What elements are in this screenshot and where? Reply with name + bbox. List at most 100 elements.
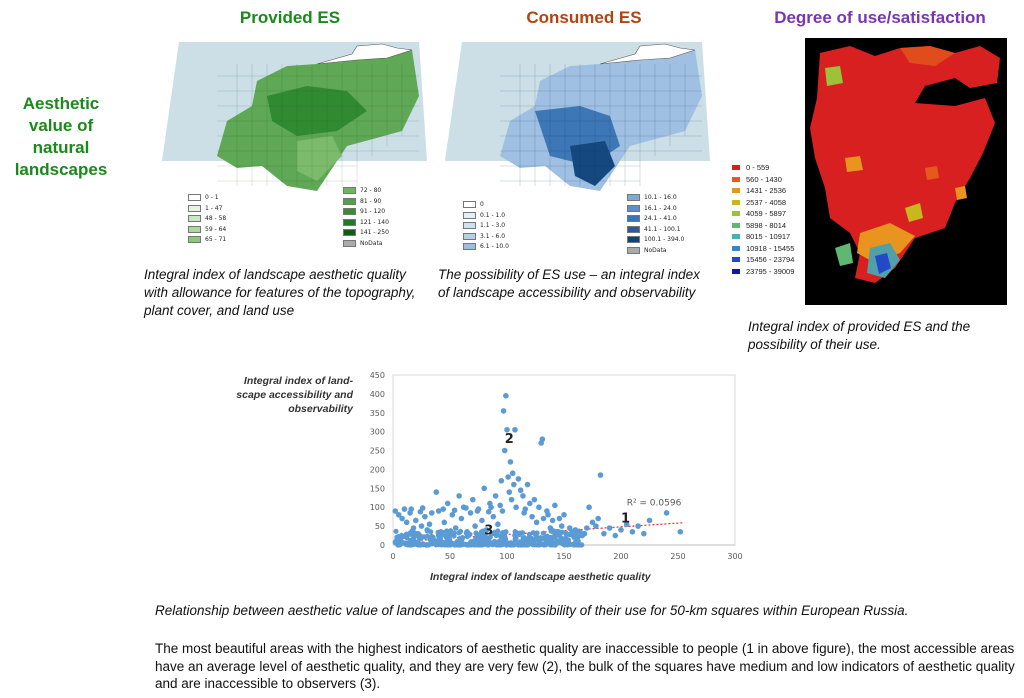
legend-swatch bbox=[732, 211, 740, 217]
scatter-point bbox=[392, 508, 399, 514]
summary-text: The most beautiful areas with the highes… bbox=[155, 641, 1015, 691]
scatter-point bbox=[410, 525, 417, 531]
scatter-points bbox=[392, 392, 684, 548]
scatter-point bbox=[436, 539, 442, 545]
degree-of-use-caption: Integral index of provided ES and the po… bbox=[748, 319, 971, 352]
legend-label: 91 - 120 bbox=[360, 208, 386, 216]
scatter-point bbox=[578, 542, 584, 548]
scatter-point bbox=[503, 392, 509, 399]
degree-of-use-legend: 0 - 559 560 - 1430 1431 - 2536 2537 - 40… bbox=[732, 162, 802, 277]
y-tick-label: 250 bbox=[370, 447, 385, 456]
scatter-point bbox=[458, 542, 464, 548]
scatter-point bbox=[467, 541, 473, 547]
scatter-point bbox=[435, 508, 442, 514]
legend-label: 24.1 - 41.0 bbox=[644, 215, 677, 223]
legend-label: 6.1 - 10.0 bbox=[480, 243, 509, 251]
scatter-point bbox=[547, 525, 554, 531]
scatter-point bbox=[447, 537, 453, 543]
scatter-point bbox=[393, 538, 399, 544]
scatter-point bbox=[498, 477, 505, 484]
scatter-point bbox=[397, 541, 403, 548]
scatter-point bbox=[586, 504, 592, 511]
scatter-point bbox=[511, 481, 517, 488]
scatter-point bbox=[438, 528, 444, 535]
scatter-point bbox=[515, 476, 522, 482]
scatter-point bbox=[403, 531, 410, 537]
scatter-point bbox=[507, 459, 514, 465]
provided-es-legend-right: 72 - 80 81 - 90 91 - 120 121 - 140 141 -… bbox=[343, 186, 423, 250]
r-squared-label: R² = 0.0596 bbox=[627, 498, 682, 508]
scatter-point bbox=[549, 517, 556, 524]
scatter-point bbox=[520, 535, 526, 541]
legend-label: 141 - 250 bbox=[360, 229, 389, 237]
scatter-point bbox=[635, 523, 641, 529]
y-tick-label: 400 bbox=[370, 390, 385, 399]
y-tick-label: 150 bbox=[370, 484, 385, 493]
scatter-point bbox=[462, 541, 468, 547]
legend-label: 100.1 - 394.0 bbox=[644, 236, 685, 244]
scatter-point bbox=[495, 521, 501, 528]
scatter-point bbox=[479, 517, 485, 524]
scatter-point bbox=[646, 517, 653, 524]
legend-swatch bbox=[188, 194, 201, 201]
scatter-point bbox=[505, 474, 511, 480]
scatter-point bbox=[464, 528, 470, 535]
x-tick-label: 150 bbox=[556, 552, 571, 561]
scatter-point bbox=[474, 508, 481, 514]
scatter-point bbox=[424, 542, 430, 548]
scatter-point bbox=[541, 542, 547, 548]
legend-label: 121 - 140 bbox=[360, 218, 389, 226]
y-tick-label: 300 bbox=[370, 428, 385, 437]
legend-swatch bbox=[463, 201, 476, 208]
consumed-es-legend-left: 0 0.1 - 1.0 1.1 - 3.0 3.1 - 6.0 6.1 - 10… bbox=[463, 200, 533, 253]
scatter-point bbox=[405, 542, 411, 548]
legend-label: 10918 - 15455 bbox=[746, 243, 795, 253]
scatter-point bbox=[512, 426, 518, 433]
scatter-point bbox=[520, 493, 526, 499]
legend-label: 41.1 - 100.1 bbox=[644, 225, 681, 233]
scatter-point bbox=[509, 470, 516, 477]
y-axis-label: Integral index of land-scape accessibili… bbox=[236, 375, 353, 415]
scatter-point bbox=[492, 493, 499, 499]
scatter-point bbox=[459, 536, 465, 542]
legend-label: 1 - 47 bbox=[205, 204, 223, 212]
scatter-point bbox=[471, 538, 477, 544]
scatter-point bbox=[531, 539, 537, 545]
scatter-point bbox=[509, 542, 515, 548]
scatter-point bbox=[409, 537, 415, 543]
legend-swatch bbox=[463, 222, 476, 230]
scatter-point bbox=[410, 541, 416, 547]
legend-label: 0 bbox=[480, 201, 484, 208]
degree-of-use-title: Degree of use/satisfaction bbox=[774, 8, 986, 27]
scatter-point bbox=[447, 532, 453, 539]
y-tick-label: 450 bbox=[370, 371, 385, 380]
legend-swatch bbox=[732, 176, 740, 182]
scatter-point bbox=[470, 496, 476, 503]
provided-es-legend-left: 0 - 1 1 - 47 48 - 58 59 - 64 65 - 71 bbox=[188, 193, 258, 246]
scatter-point bbox=[513, 504, 519, 511]
scatter-point bbox=[545, 511, 551, 518]
scatter-point bbox=[418, 534, 425, 540]
x-tick-label: 200 bbox=[613, 552, 628, 561]
y-tick-label: 200 bbox=[370, 465, 385, 474]
scatter-point bbox=[574, 534, 581, 541]
y-tick-labels: 0 50 100 150 200 250 300 350 400 450 bbox=[370, 371, 385, 550]
scatter-point bbox=[440, 506, 446, 512]
legend-swatch bbox=[627, 194, 640, 201]
scatter-point bbox=[533, 519, 540, 526]
scatter-point bbox=[424, 527, 430, 533]
scatter-point bbox=[536, 504, 542, 511]
scatter-point bbox=[500, 530, 506, 536]
scatter-point bbox=[584, 525, 590, 531]
scatter-point bbox=[413, 517, 419, 524]
scatter-point bbox=[529, 513, 535, 520]
legend-swatch bbox=[732, 165, 740, 171]
scatter-point bbox=[629, 528, 636, 535]
scatter-point bbox=[524, 481, 531, 488]
scatter-point bbox=[489, 542, 496, 548]
scatter-point bbox=[516, 542, 522, 548]
scatter-point bbox=[463, 505, 469, 511]
scatter-point bbox=[506, 489, 513, 495]
scatter-point bbox=[520, 530, 526, 536]
scatter-point bbox=[527, 500, 533, 507]
